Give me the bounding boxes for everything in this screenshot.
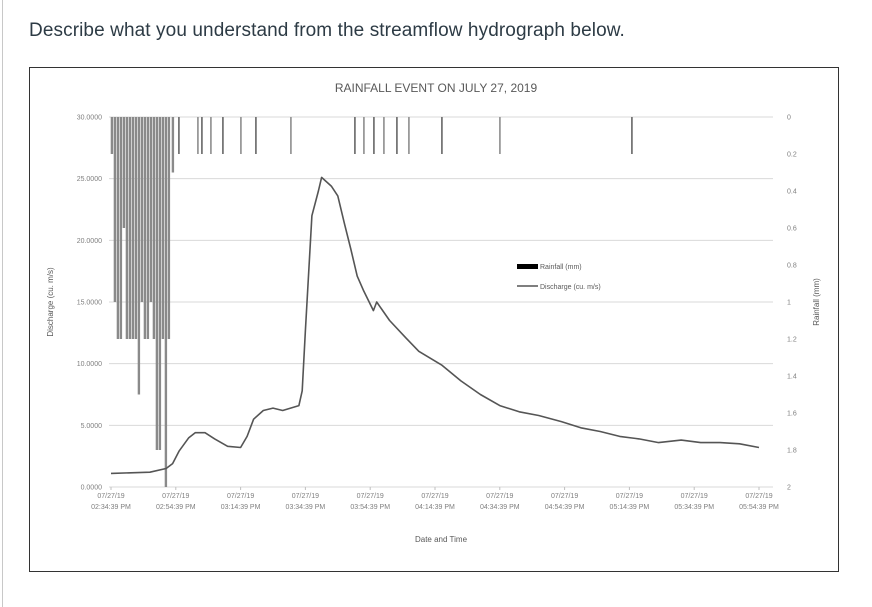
rainfall-bar (499, 117, 501, 154)
rainfall-bar (164, 117, 168, 487)
rainfall-bar (110, 117, 114, 154)
y2-tick-label: 0.4 (787, 189, 797, 196)
x-tick-time: 02:54:39 PM (156, 504, 196, 511)
y-tick-label: 15.0000 (77, 300, 102, 307)
x-axis-title: Date and Time (415, 535, 468, 544)
rainfall-bar (222, 117, 224, 154)
legend-rainfall-swatch (517, 264, 538, 269)
rainfall-bar (152, 117, 156, 339)
x-tick-date: 07/27/19 (421, 493, 448, 500)
gridlines (109, 116, 773, 488)
rainfall-bar (143, 117, 147, 339)
rainfall-bar (128, 117, 132, 339)
rainfall-bar (197, 117, 199, 154)
x-tick-date: 07/27/19 (486, 493, 513, 500)
x-tick-date: 07/27/19 (292, 493, 319, 500)
rainfall-bar (240, 117, 242, 154)
y-tick-label: 25.0000 (77, 176, 102, 183)
legend-discharge-label: Discharge (cu. m/s) (540, 284, 601, 291)
rainfall-bar (140, 117, 144, 302)
rainfall-bar (210, 117, 212, 154)
rainfall-bar (125, 117, 129, 339)
hydrograph-chart: RAINFALL EVENT ON JULY 27, 2019 30.0000 2… (29, 67, 839, 572)
rainfall-bar (255, 117, 257, 154)
question-prompt: Describe what you understand from the st… (29, 20, 625, 41)
rainfall-bar (363, 117, 365, 154)
rainfall-bar (122, 117, 126, 228)
x-tick-date: 07/27/19 (357, 493, 384, 500)
chart-title: RAINFALL EVENT ON JULY 27, 2019 (335, 81, 538, 95)
rainfall-bar (167, 117, 171, 339)
y2-tick-label: 1.2 (787, 337, 797, 344)
y-axis-rainfall: 0 0.2 0.4 0.6 0.8 1 1.2 1.4 1.6 1.8 2 (787, 115, 797, 492)
rainfall-bar (134, 117, 138, 339)
rainfall-bar (383, 117, 385, 154)
x-tick-date: 07/27/19 (227, 493, 254, 500)
y2-tick-label: 2 (787, 485, 791, 492)
y-axis-title: Discharge (cu. m/s) (46, 267, 55, 337)
y-axis-discharge: 30.0000 25.0000 20.0000 15.0000 10.0000 5.000… (77, 115, 102, 492)
y2-tick-label: 1.6 (787, 411, 797, 418)
y2-tick-label: 1 (787, 300, 791, 307)
y-tick-label: 0.0000 (81, 485, 103, 492)
legend-rainfall-label: Rainfall (mm) (540, 264, 582, 271)
y2-tick-label: 1.8 (787, 448, 797, 455)
x-tick-date: 07/27/19 (97, 493, 124, 500)
page-left-border (2, 0, 3, 607)
rainfall-bar (149, 117, 153, 302)
rainfall-bar (119, 117, 123, 339)
y-tick-label: 30.0000 (77, 115, 102, 122)
chart-canvas: RAINFALL EVENT ON JULY 27, 2019 30.0000 2… (46, 81, 821, 544)
rainfall-bar (408, 117, 410, 154)
rainfall-bar (178, 117, 180, 154)
rainfall-bar (155, 117, 159, 450)
x-tick-date: 07/27/19 (681, 493, 708, 500)
x-tick-time: 02:34:39 PM (91, 504, 131, 511)
y2-tick-label: 0.6 (787, 226, 797, 233)
x-tick-time: 05:14:39 PM (610, 504, 650, 511)
x-axis-time: 07/27/19 02:34:39 PM 07/27/19 02:54:39 PM 07… (91, 487, 779, 511)
rainfall-bar (137, 117, 141, 395)
rainfall-bar (158, 117, 162, 450)
y-tick-label: 10.0000 (77, 361, 102, 368)
x-tick-date: 07/27/19 (162, 493, 189, 500)
discharge-line (110, 176, 760, 475)
y2-tick-label: 0.2 (787, 152, 797, 159)
rainfall-bar (131, 117, 135, 339)
rainfall-bar (146, 117, 150, 339)
rainfall-bar (290, 117, 292, 154)
rainfall-bar (631, 117, 633, 154)
x-tick-time: 05:54:39 PM (739, 504, 779, 511)
rainfall-bar (201, 117, 203, 154)
rainfall-bar (373, 117, 375, 154)
x-tick-time: 04:14:39 PM (415, 504, 455, 511)
rainfall-bar (396, 117, 398, 154)
x-tick-time: 03:34:39 PM (286, 504, 326, 511)
y2-tick-label: 1.4 (787, 374, 797, 381)
y2-tick-label: 0 (787, 115, 791, 122)
rainfall-bar (161, 117, 165, 339)
y2-tick-label: 0.8 (787, 263, 797, 270)
y-tick-label: 20.0000 (77, 238, 102, 245)
rainfall-bar (113, 117, 117, 302)
x-tick-time: 03:54:39 PM (350, 504, 390, 511)
x-tick-time: 05:34:39 PM (674, 504, 714, 511)
x-tick-time: 04:34:39 PM (480, 504, 520, 511)
y2-axis-title: Rainfall (mm) (812, 278, 821, 326)
rainfall-bar (171, 117, 175, 173)
rainfall-bars (110, 117, 633, 487)
y-tick-label: 5.0000 (81, 423, 103, 430)
x-tick-time: 04:54:39 PM (545, 504, 585, 511)
x-tick-time: 03:14:39 PM (221, 504, 261, 511)
legend: Rainfall (mm) Discharge (cu. m/s) (517, 264, 601, 291)
rainfall-bar (441, 117, 443, 154)
rainfall-bar (354, 117, 356, 154)
x-tick-date: 07/27/19 (745, 493, 772, 500)
x-tick-date: 07/27/19 (616, 493, 643, 500)
x-tick-date: 07/27/19 (551, 493, 578, 500)
rainfall-bar (116, 117, 120, 339)
